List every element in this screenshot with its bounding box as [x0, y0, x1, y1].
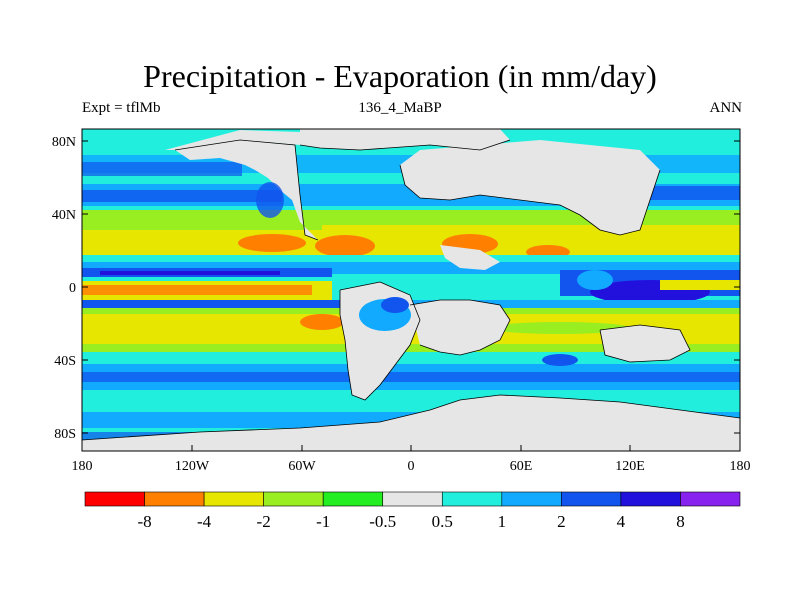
colorbar-label: 2 [557, 512, 566, 531]
lon-label-0: 0 [408, 459, 415, 474]
colorbar-swatch [441, 491, 503, 507]
experiment-label: Expt = tflMb [82, 100, 161, 116]
season-label: ANN [709, 100, 743, 116]
lat-label-80s: 80S [54, 427, 76, 442]
colorbar-label: -8 [137, 512, 151, 531]
lon-label-60e: 60E [510, 459, 533, 474]
colorbar-swatch [680, 491, 741, 507]
lon-label-180e: 180 [730, 459, 751, 474]
colorbar-label: -2 [257, 512, 271, 531]
colorbar-swatch [84, 491, 145, 507]
colorbar-swatch [263, 491, 324, 507]
colorbar-label: 8 [676, 512, 685, 531]
lon-label-180w: 180 [72, 459, 93, 474]
lat-label-40n: 40N [52, 208, 76, 223]
colorbar-swatch [322, 491, 384, 507]
colorbar-swatch [203, 491, 264, 507]
colorbar: -8 -4 -2 -1 -0.5 0.5 1 2 4 8 [84, 491, 741, 531]
colorbar-label: 1 [498, 512, 507, 531]
lat-label-40s: 40S [54, 354, 76, 369]
lat-label-0: 0 [69, 281, 76, 296]
colorbar-label: 4 [617, 512, 626, 531]
colorbar-swatch [382, 491, 443, 507]
precip-evap-field [82, 129, 740, 451]
colorbar-label: -0.5 [369, 512, 396, 531]
lon-label-60w: 60W [288, 459, 316, 474]
colorbar-label: 0.5 [432, 512, 453, 531]
colorbar-label: -1 [316, 512, 330, 531]
colorbar-swatch [561, 491, 622, 507]
lat-label-80n: 80N [52, 135, 76, 150]
chart-title: Precipitation - Evaporation (in mm/day) [143, 58, 657, 94]
colorbar-swatch [501, 491, 562, 507]
lon-label-120e: 120E [615, 459, 645, 474]
lon-label-120w: 120W [175, 459, 210, 474]
time-label: 136_4_MaBP [358, 100, 442, 116]
colorbar-label: -4 [197, 512, 212, 531]
colorbar-swatch [144, 491, 205, 507]
colorbar-swatch [620, 491, 681, 507]
